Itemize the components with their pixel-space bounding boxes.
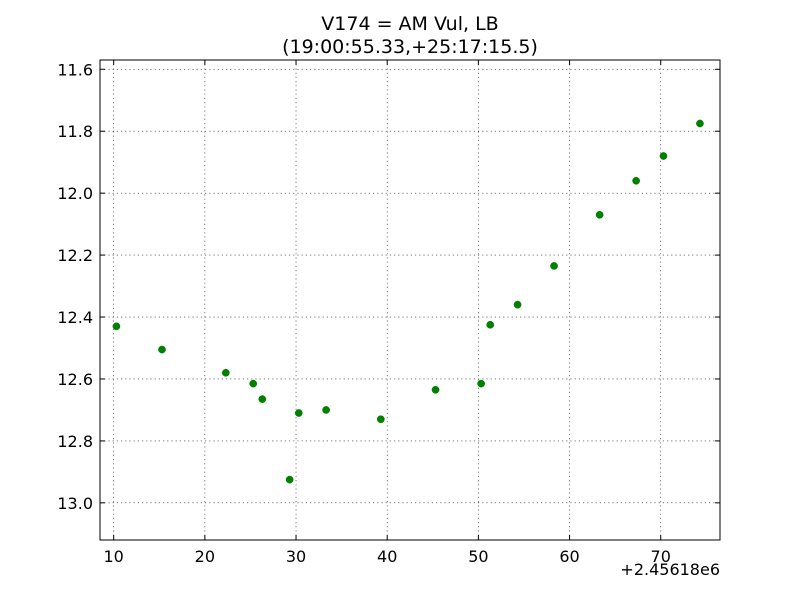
y-tick-label: 11.8 bbox=[57, 122, 93, 141]
y-tick-label: 12.6 bbox=[57, 370, 93, 389]
x-tick-label: 60 bbox=[559, 547, 579, 566]
data-point bbox=[249, 379, 258, 388]
data-point bbox=[513, 300, 522, 309]
data-point bbox=[158, 345, 166, 354]
x-axis-offset-label: +2.45618e6 bbox=[620, 560, 720, 579]
y-tick-label: 11.6 bbox=[57, 60, 93, 79]
data-point bbox=[477, 379, 485, 388]
y-tick-label: 12.4 bbox=[57, 308, 93, 327]
x-tick-label: 30 bbox=[286, 547, 306, 566]
grid-lines bbox=[100, 60, 720, 540]
x-tick-label: 70 bbox=[651, 547, 671, 566]
y-tick-label: 12.8 bbox=[57, 432, 93, 451]
x-tick-label: 10 bbox=[103, 547, 123, 566]
data-point bbox=[322, 406, 330, 414]
chart-title: V174 = AM Vul, LB bbox=[321, 13, 498, 35]
data-point bbox=[486, 320, 495, 329]
plot-area-frame bbox=[99, 59, 721, 541]
data-point bbox=[659, 152, 668, 160]
data-point bbox=[112, 322, 121, 331]
data-point bbox=[258, 395, 267, 403]
data-point bbox=[294, 409, 303, 417]
data-point bbox=[696, 119, 704, 128]
x-tick-label: 40 bbox=[377, 547, 397, 566]
data-point bbox=[632, 176, 640, 185]
data-point bbox=[595, 210, 604, 219]
data-point bbox=[550, 262, 558, 270]
x-tick-label: 20 bbox=[195, 547, 215, 566]
y-tick-label: 12.2 bbox=[57, 246, 93, 265]
data-point bbox=[221, 368, 230, 377]
data-point bbox=[376, 415, 385, 424]
y-tick-label: 13.0 bbox=[57, 494, 93, 513]
x-tick-label: 50 bbox=[468, 547, 488, 566]
data-point bbox=[285, 475, 294, 484]
y-tick-label: 12.0 bbox=[57, 184, 93, 203]
axis-ticks: 10 20 30 40 50 60 70 11.6 11.8 12.0 12.2 12.4 12.6 12… bbox=[57, 60, 720, 566]
data-points bbox=[112, 119, 704, 484]
chart-subtitle: (19:00:55.33,+25:17:15.5) bbox=[282, 36, 538, 58]
data-point bbox=[431, 385, 440, 394]
